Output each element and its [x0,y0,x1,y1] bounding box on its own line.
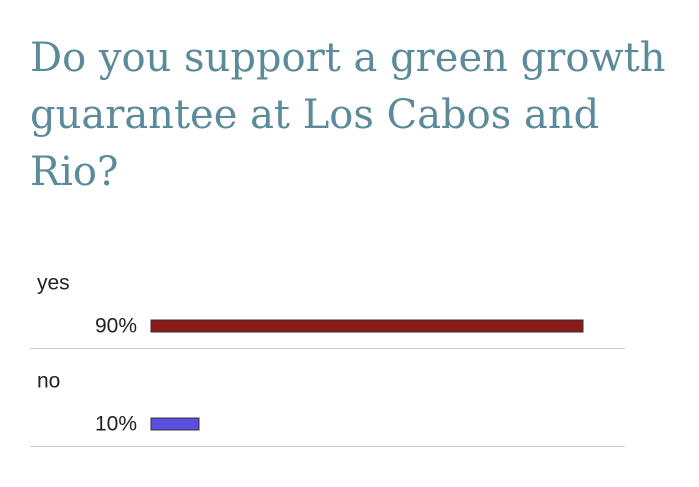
percent-label: 90% [95,315,137,338]
result-bar [150,319,584,333]
result-bar [150,417,200,431]
option-label: yes [37,272,70,295]
percent-label: 10% [95,413,137,436]
poll-title: Do you support a green growth guarantee … [30,35,666,195]
option-label: no [37,370,60,393]
